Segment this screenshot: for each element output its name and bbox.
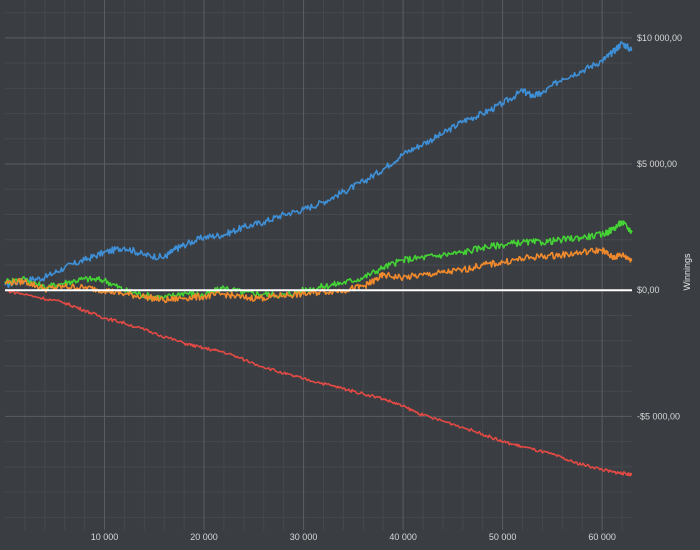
y-tick-label: $0,00 xyxy=(637,285,660,295)
series-line-1 xyxy=(4,41,633,288)
y-axis-ticks: $10 000,00 $5 000,00 $0,00 -$5 000,00 xyxy=(637,33,682,422)
y-tick-label: -$5 000,00 xyxy=(637,411,680,421)
x-tick-label: 20 000 xyxy=(190,532,218,542)
y-tick-label: $5 000,00 xyxy=(637,159,677,169)
x-tick-label: 10 000 xyxy=(91,532,119,542)
x-tick-label: 60 000 xyxy=(588,532,616,542)
x-axis-ticks: 10 000 20 000 30 000 40 000 50 000 60 000 xyxy=(91,532,616,542)
x-tick-label: 50 000 xyxy=(489,532,517,542)
y-axis-label: Winnings xyxy=(682,253,692,291)
y-tick-label: $10 000,00 xyxy=(637,33,682,43)
series-line-4 xyxy=(4,289,633,477)
series-line-2 xyxy=(4,220,633,301)
x-tick-label: 40 000 xyxy=(389,532,417,542)
x-tick-label: 30 000 xyxy=(290,532,318,542)
